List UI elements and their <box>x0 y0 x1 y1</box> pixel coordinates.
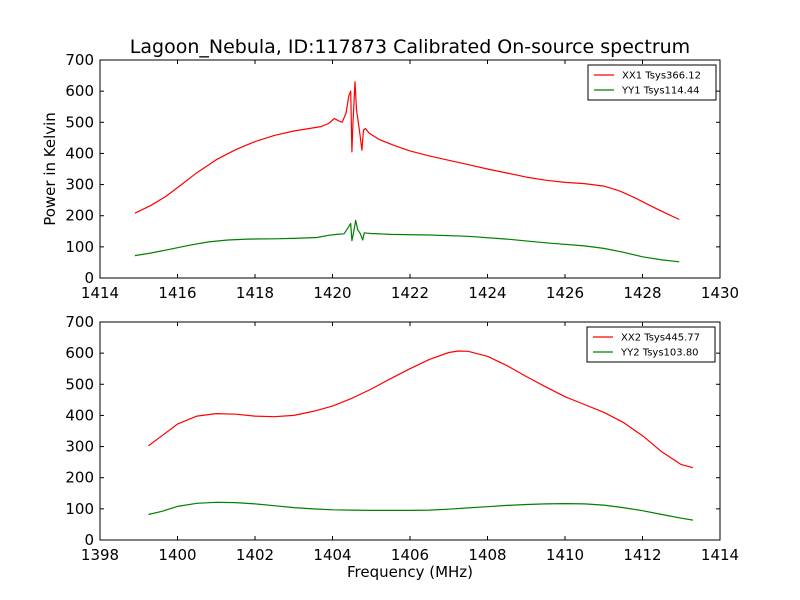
y-tick-label: 0 <box>84 531 94 549</box>
legend-label: XX2 Tsys445.77 <box>621 333 700 344</box>
x-tick-label: 1416 <box>158 284 196 302</box>
x-tick-label: 1414 <box>701 546 739 564</box>
x-tick-label: 1404 <box>313 546 351 564</box>
x-tick-label: 1412 <box>623 546 661 564</box>
top-panel: 1414 1416 1418 1420 1422 1424 1426 1428 1430 0 100… <box>65 51 739 302</box>
legend-label: XX1 Tsys366.12 <box>622 71 701 82</box>
y-tick-label: 200 <box>65 469 94 487</box>
y-tick-label: 100 <box>65 500 94 518</box>
x-tick-label: 1422 <box>391 284 429 302</box>
x-tick-label: 1430 <box>701 284 739 302</box>
x-tick-label: 1406 <box>391 546 429 564</box>
x-tick-label: 1424 <box>468 284 506 302</box>
x-tick-label: 1418 <box>236 284 274 302</box>
y-tick-label: 500 <box>65 113 94 131</box>
legend-box <box>587 64 717 101</box>
series-line-yy2 <box>148 501 693 521</box>
y-tick-label: 400 <box>65 144 94 162</box>
x-tick-label: 1420 <box>313 284 351 302</box>
legend-label: YY1 Tsys114.44 <box>621 86 700 97</box>
series-line-xx2 <box>148 350 694 469</box>
y-tick-label: 0 <box>84 269 94 287</box>
chart-title: Lagoon_Nebula, ID:117873 Calibrated On-s… <box>130 36 690 58</box>
y-tick-label: 100 <box>65 238 94 256</box>
x-tick-label: 1400 <box>158 546 196 564</box>
y-tick-label: 600 <box>65 82 94 100</box>
y-tick-label: 300 <box>65 438 94 456</box>
y-tick-label: 600 <box>65 344 94 362</box>
x-axis-label: Frequency (MHz) <box>347 563 473 581</box>
x-tick-label: 1398 <box>81 546 119 564</box>
y-tick-label: 700 <box>65 313 94 331</box>
legend: XX1 Tsys366.12 YY1 Tsys114.44 <box>587 64 717 101</box>
y-tick-label: 500 <box>65 375 94 393</box>
x-tick-label: 1408 <box>468 546 506 564</box>
series-line-xx1 <box>134 81 680 221</box>
legend-box <box>586 326 716 363</box>
x-tick-label: 1402 <box>236 546 274 564</box>
x-tick-label: 1426 <box>546 284 584 302</box>
y-tick-label: 200 <box>65 207 94 225</box>
x-tick-label: 1428 <box>623 284 661 302</box>
y-tick-label: 700 <box>65 51 94 69</box>
y-tick-label: 400 <box>65 406 94 424</box>
bottom-panel: 1398 1400 1402 1404 1406 1408 1410 1412 1414 0 100… <box>65 313 739 564</box>
y-tick-label: 300 <box>65 176 94 194</box>
legend-label: YY2 Tsys103.80 <box>620 348 699 359</box>
y-axis-label: Power in Kelvin <box>41 112 59 226</box>
x-tick-label: 1414 <box>81 284 119 302</box>
legend: XX2 Tsys445.77 YY2 Tsys103.80 <box>586 326 716 363</box>
x-tick-label: 1410 <box>546 546 584 564</box>
series-line-yy1 <box>134 219 680 263</box>
